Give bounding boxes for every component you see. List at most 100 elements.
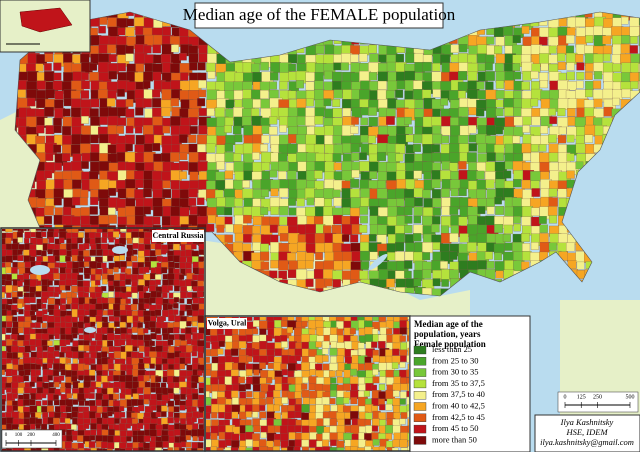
region: [49, 382, 54, 387]
region: [345, 419, 351, 425]
region: [35, 370, 40, 375]
region: [306, 72, 315, 81]
region: [80, 144, 90, 154]
region: [377, 152, 386, 161]
region: [145, 382, 150, 387]
region: [219, 341, 225, 347]
region: [302, 377, 308, 383]
region: [107, 269, 113, 275]
region: [77, 435, 83, 441]
region: [133, 299, 138, 304]
region: [495, 127, 503, 135]
region: [469, 253, 478, 262]
region: [253, 384, 260, 391]
region: [477, 189, 486, 198]
region: [131, 256, 137, 262]
region: [90, 206, 98, 214]
region: [495, 179, 505, 189]
region: [404, 207, 412, 215]
region: [549, 215, 557, 223]
region: [48, 400, 53, 405]
region: [261, 432, 267, 438]
region: [274, 320, 281, 327]
region: [239, 392, 245, 398]
region: [360, 242, 369, 251]
region: [17, 291, 22, 296]
region: [385, 425, 393, 433]
region: [23, 399, 29, 405]
region: [477, 243, 487, 253]
region: [47, 341, 52, 346]
region: [60, 298, 66, 304]
region: [156, 364, 162, 370]
region: [275, 349, 282, 356]
region: [325, 279, 333, 287]
region: [343, 261, 352, 270]
region: [172, 107, 181, 116]
region: [415, 126, 423, 134]
region: [107, 333, 114, 340]
region: [127, 82, 136, 91]
region: [306, 224, 316, 234]
region: [62, 153, 70, 161]
region: [351, 117, 358, 124]
region: [422, 90, 431, 99]
region: [330, 419, 337, 426]
region: [12, 292, 17, 297]
region: [360, 81, 369, 90]
region: [186, 321, 191, 326]
region: [150, 341, 155, 346]
region: [217, 197, 226, 206]
region: [395, 252, 404, 261]
region: [107, 256, 113, 262]
region: [577, 63, 585, 71]
region: [180, 152, 187, 159]
region: [441, 98, 448, 105]
region: [71, 286, 77, 292]
region: [151, 333, 157, 339]
region: [37, 387, 44, 394]
region: [540, 242, 550, 252]
region: [332, 99, 340, 107]
region: [84, 345, 90, 351]
region: [260, 62, 268, 70]
region: [155, 328, 161, 334]
region: [468, 54, 477, 63]
region: [576, 127, 586, 137]
region: [6, 321, 12, 327]
region: [549, 162, 558, 171]
region: [49, 292, 54, 297]
region: [152, 180, 163, 191]
region: [224, 420, 230, 426]
region: [225, 152, 235, 162]
region: [359, 271, 368, 280]
region: [451, 189, 458, 196]
region: [322, 341, 329, 348]
region: [89, 179, 99, 189]
scale-label: 125: [577, 394, 586, 400]
region: [215, 190, 223, 198]
region: [108, 116, 118, 126]
region: [54, 316, 60, 322]
region: [505, 243, 513, 251]
region: [155, 383, 160, 388]
region: [405, 53, 415, 63]
region: [6, 364, 12, 370]
region: [594, 71, 602, 79]
region: [113, 267, 118, 272]
region: [253, 370, 259, 376]
region: [71, 108, 81, 118]
region: [397, 81, 406, 90]
region: [558, 234, 567, 243]
region: [55, 262, 60, 267]
region: [330, 398, 336, 404]
region: [101, 442, 107, 448]
region: [231, 440, 239, 448]
region: [48, 280, 53, 285]
region: [126, 188, 136, 198]
region: [151, 327, 156, 332]
region: [150, 364, 155, 369]
region: [125, 279, 131, 285]
region: [513, 72, 521, 80]
region: [138, 363, 145, 370]
